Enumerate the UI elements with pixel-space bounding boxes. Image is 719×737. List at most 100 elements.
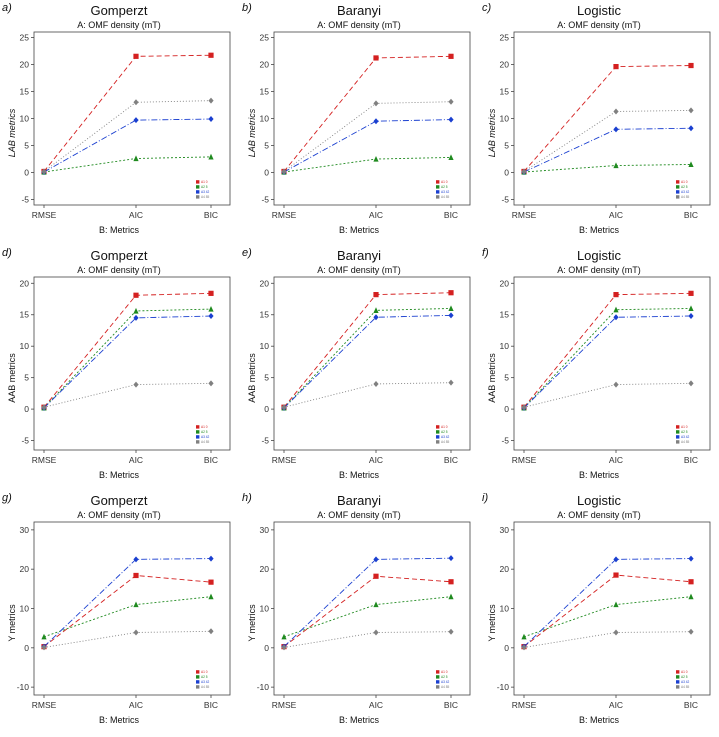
x-tick-label: AIC: [369, 210, 383, 220]
x-tick-label: AIC: [369, 455, 383, 465]
data-point: [688, 628, 694, 635]
data-point: [448, 98, 454, 105]
data-point: [688, 305, 694, 312]
x-tick-label: AIC: [609, 455, 623, 465]
panel-label: a): [2, 2, 12, 14]
data-point: [448, 154, 454, 161]
legend-marker: [676, 680, 680, 684]
legend-label: A4 85: [681, 685, 690, 689]
x-tick-label: AIC: [129, 700, 143, 710]
data-point: [521, 168, 527, 175]
series-line: [283, 156, 452, 173]
series-line: [523, 382, 692, 408]
panel-c: -5 0 5 10 15 20 25 RMSE AIC BIC A1 0 A2 5 A3 42 A4 85…: [480, 0, 718, 245]
legend-marker: [676, 180, 680, 184]
series-line: [283, 631, 452, 648]
y-tick-label: 0: [24, 404, 29, 414]
data-point: [613, 64, 619, 70]
data-point: [373, 307, 379, 313]
series-line: [43, 315, 212, 409]
series-line: [43, 630, 212, 648]
data-point: [448, 579, 454, 585]
chart-title: Logistic: [576, 493, 622, 508]
y-tick-label: 20: [500, 564, 510, 574]
y-axis-label: AAB metrics: [7, 353, 17, 403]
data-point: [448, 305, 454, 312]
legend-marker: [436, 685, 440, 689]
legend-marker: [196, 435, 200, 439]
series-line: [523, 315, 692, 409]
data-point: [208, 628, 214, 635]
y-tick-label: 20: [20, 564, 30, 574]
legend-label: A1 0: [681, 180, 688, 184]
panel-label: h): [242, 492, 252, 504]
data-point: [133, 381, 139, 388]
series-line: [283, 314, 452, 409]
series-line: [283, 382, 452, 408]
series-line: [523, 596, 692, 638]
legend-label: A1 0: [441, 670, 448, 674]
series-line: [523, 109, 692, 172]
plot-frame: [33, 521, 231, 696]
y-tick-label: 20: [260, 564, 270, 574]
data-point: [448, 593, 454, 600]
data-point: [373, 100, 379, 107]
data-point: [613, 601, 619, 608]
panel-h: -10 0 10 20 30 RMSE AIC BIC A1 0 A2 5 A3 42 A4 85 h…: [240, 490, 478, 735]
x-tick-label: BIC: [204, 700, 218, 710]
series-line: [523, 65, 692, 172]
panel-a: -5 0 5 10 15 20 25 RMSE AIC BIC A1 0 A2 5 A3 42 A4 85…: [0, 0, 238, 245]
series-line: [283, 55, 452, 172]
y-axis-label: LAB metrics: [487, 108, 497, 158]
y-tick-label: 10: [260, 341, 270, 351]
legend-label: A3 42: [681, 680, 690, 684]
legend-label: A3 42: [441, 190, 450, 194]
legend-label: A3 42: [441, 435, 450, 439]
data-point: [41, 644, 47, 651]
legend-marker: [196, 440, 200, 444]
legend-marker: [436, 190, 440, 194]
x-axis-label: B: Metrics: [578, 470, 619, 480]
panel-label: c): [482, 2, 492, 14]
data-point: [688, 579, 694, 585]
x-tick-label: BIC: [444, 455, 458, 465]
chart-subtitle: A: OMF density (mT): [557, 20, 641, 30]
y-axis-label: LAB metrics: [247, 108, 257, 158]
data-point: [373, 118, 379, 125]
y-tick-label: 0: [504, 643, 509, 653]
data-point: [281, 168, 287, 175]
chart-title: Gomperzt: [90, 248, 148, 263]
data-point: [613, 629, 619, 636]
y-tick-label: 10: [20, 604, 30, 614]
data-point: [688, 290, 694, 296]
y-tick-label: 5: [24, 373, 29, 383]
chart-subtitle: A: OMF density (mT): [77, 265, 161, 275]
data-point: [613, 556, 619, 563]
x-tick-label: RMSE: [512, 700, 537, 710]
legend-marker: [196, 685, 200, 689]
data-point: [373, 314, 379, 321]
x-tick-label: RMSE: [272, 455, 297, 465]
data-point: [688, 107, 694, 114]
legend-marker: [436, 180, 440, 184]
chart-subtitle: A: OMF density (mT): [557, 510, 641, 520]
y-axis-label: LAB metrics: [7, 108, 17, 158]
x-axis-label: B: Metrics: [338, 715, 379, 725]
series-line: [523, 574, 692, 647]
data-point: [688, 161, 694, 168]
legend-label: A4 85: [681, 440, 690, 444]
data-point: [688, 380, 694, 387]
legend-label: A4 85: [201, 195, 210, 199]
series-line: [43, 596, 212, 638]
data-point: [373, 629, 379, 636]
data-point: [208, 593, 214, 600]
x-tick-label: RMSE: [512, 210, 537, 220]
data-point: [133, 292, 139, 298]
chart-title: Logistic: [576, 248, 622, 263]
